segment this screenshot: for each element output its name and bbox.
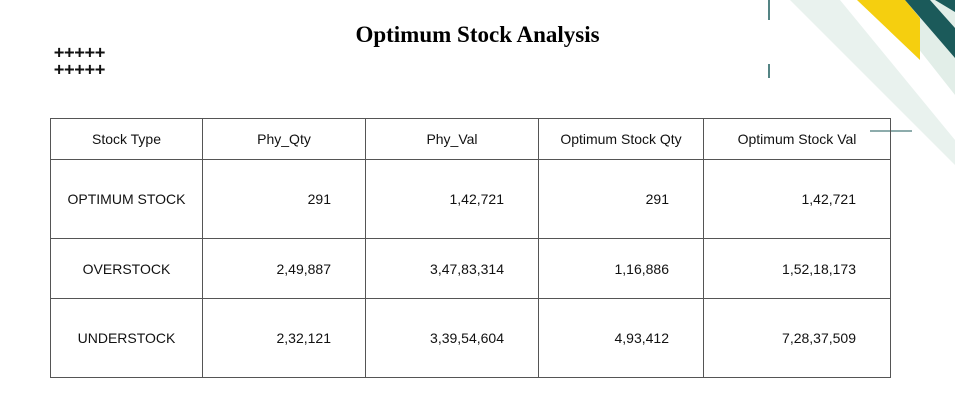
cell-optimum-stock-val: 7,28,37,509 <box>703 298 891 378</box>
cell-optimum-stock-val: 1,42,721 <box>703 159 891 239</box>
table-row: OVERSTOCK 2,49,887 3,47,83,314 1,16,886 … <box>50 238 891 299</box>
cell-stock-type: UNDERSTOCK <box>50 298 203 378</box>
plus-pattern-row-1: +++++ <box>54 43 106 63</box>
plus-pattern-row-2: +++++ <box>54 60 106 80</box>
cell-phy-qty: 291 <box>202 159 366 239</box>
cell-optimum-stock-qty: 1,16,886 <box>538 238 704 299</box>
cell-optimum-stock-val: 1,52,18,173 <box>703 238 891 299</box>
table-row: UNDERSTOCK 2,32,121 3,39,54,604 4,93,412… <box>50 298 891 378</box>
header-phy-val: Phy_Val <box>365 118 539 160</box>
cell-phy-val: 3,47,83,314 <box>365 238 539 299</box>
page-title: Optimum Stock Analysis <box>355 22 600 47</box>
header-phy-qty: Phy_Qty <box>202 118 366 160</box>
cell-phy-qty: 2,32,121 <box>202 298 366 378</box>
cell-phy-qty: 2,49,887 <box>202 238 366 299</box>
cell-phy-val: 1,42,721 <box>365 159 539 239</box>
cell-optimum-stock-qty: 291 <box>538 159 704 239</box>
cell-optimum-stock-qty: 4,93,412 <box>538 298 704 378</box>
stock-analysis-table: Stock Type Phy_Qty Phy_Val Optimum Stock… <box>50 118 891 378</box>
cell-stock-type: OVERSTOCK <box>50 238 203 299</box>
header-optimum-stock-val: Optimum Stock Val <box>703 118 891 160</box>
header-optimum-stock-qty: Optimum Stock Qty <box>538 118 704 160</box>
header-stock-type: Stock Type <box>50 118 203 160</box>
cell-stock-type: OPTIMUM STOCK <box>50 159 203 239</box>
table-row: OPTIMUM STOCK 291 1,42,721 291 1,42,721 <box>50 159 891 239</box>
table-header-row: Stock Type Phy_Qty Phy_Val Optimum Stock… <box>50 118 891 160</box>
cell-phy-val: 3,39,54,604 <box>365 298 539 378</box>
